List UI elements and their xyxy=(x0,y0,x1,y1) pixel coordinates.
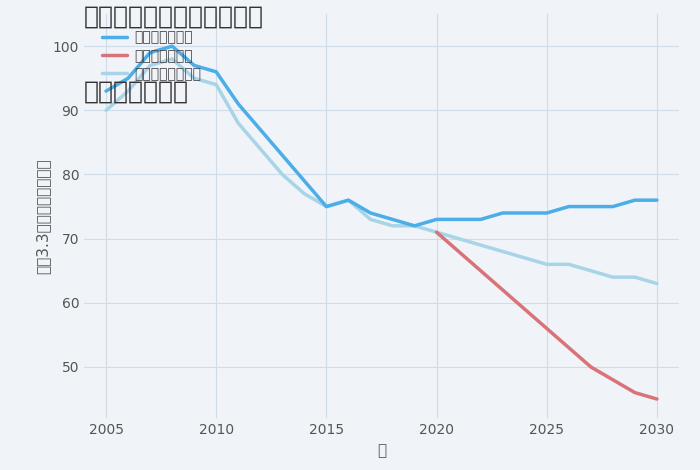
グッドシナリオ xyxy=(609,204,617,210)
ノーマルシナリオ xyxy=(609,274,617,280)
X-axis label: 年: 年 xyxy=(377,443,386,458)
ノーマルシナリオ xyxy=(278,172,286,177)
ノーマルシナリオ xyxy=(234,120,242,126)
ノーマルシナリオ xyxy=(389,223,397,228)
ノーマルシナリオ xyxy=(433,229,441,235)
ノーマルシナリオ xyxy=(653,281,662,286)
ノーマルシナリオ xyxy=(344,197,353,203)
バッドシナリオ xyxy=(433,229,441,235)
バッドシナリオ xyxy=(631,390,639,395)
Text: 土地の価格推移: 土地の価格推移 xyxy=(84,80,189,104)
グッドシナリオ xyxy=(433,217,441,222)
バッドシナリオ xyxy=(653,396,662,402)
Line: グッドシナリオ: グッドシナリオ xyxy=(106,46,657,226)
ノーマルシナリオ xyxy=(454,236,463,242)
グッドシナリオ xyxy=(521,210,529,216)
バッドシナリオ xyxy=(477,268,485,274)
グッドシナリオ xyxy=(366,210,375,216)
グッドシナリオ xyxy=(322,204,330,210)
ノーマルシナリオ xyxy=(190,76,198,81)
グッドシナリオ xyxy=(542,210,551,216)
グッドシナリオ xyxy=(124,76,132,81)
グッドシナリオ xyxy=(477,217,485,222)
グッドシナリオ xyxy=(454,217,463,222)
グッドシナリオ xyxy=(631,197,639,203)
グッドシナリオ xyxy=(410,223,419,228)
Line: バッドシナリオ: バッドシナリオ xyxy=(437,232,657,399)
ノーマルシナリオ xyxy=(565,261,573,267)
ノーマルシナリオ xyxy=(631,274,639,280)
ノーマルシナリオ xyxy=(477,242,485,248)
Line: ノーマルシナリオ: ノーマルシナリオ xyxy=(106,59,657,283)
ノーマルシナリオ xyxy=(124,88,132,94)
ノーマルシナリオ xyxy=(300,191,309,196)
グッドシナリオ xyxy=(300,178,309,184)
ノーマルシナリオ xyxy=(146,63,154,68)
グッドシナリオ xyxy=(234,101,242,107)
バッドシナリオ xyxy=(587,364,595,370)
グッドシナリオ xyxy=(653,197,662,203)
ノーマルシナリオ xyxy=(256,146,265,152)
グッドシナリオ xyxy=(256,127,265,133)
バッドシナリオ xyxy=(542,326,551,331)
バッドシナリオ xyxy=(521,306,529,312)
グッドシナリオ xyxy=(212,69,220,75)
Text: 神奈川県横須賀市平成町の: 神奈川県横須賀市平成町の xyxy=(84,5,264,29)
ノーマルシナリオ xyxy=(212,82,220,87)
グッドシナリオ xyxy=(168,43,176,49)
グッドシナリオ xyxy=(344,197,353,203)
グッドシナリオ xyxy=(389,217,397,222)
Y-axis label: 坪（3.3㎡）単価（万円）: 坪（3.3㎡）単価（万円） xyxy=(35,158,50,274)
Legend: グッドシナリオ, バッドシナリオ, ノーマルシナリオ: グッドシナリオ, バッドシナリオ, ノーマルシナリオ xyxy=(97,25,207,86)
バッドシナリオ xyxy=(454,249,463,254)
ノーマルシナリオ xyxy=(410,223,419,228)
ノーマルシナリオ xyxy=(168,56,176,62)
ノーマルシナリオ xyxy=(102,108,110,113)
バッドシナリオ xyxy=(565,345,573,351)
ノーマルシナリオ xyxy=(587,268,595,274)
グッドシナリオ xyxy=(146,50,154,55)
グッドシナリオ xyxy=(102,88,110,94)
バッドシナリオ xyxy=(609,377,617,383)
グッドシナリオ xyxy=(278,152,286,158)
ノーマルシナリオ xyxy=(542,261,551,267)
ノーマルシナリオ xyxy=(521,255,529,261)
ノーマルシナリオ xyxy=(366,217,375,222)
ノーマルシナリオ xyxy=(322,204,330,210)
グッドシナリオ xyxy=(190,63,198,68)
グッドシナリオ xyxy=(498,210,507,216)
バッドシナリオ xyxy=(498,287,507,293)
ノーマルシナリオ xyxy=(498,249,507,254)
グッドシナリオ xyxy=(587,204,595,210)
グッドシナリオ xyxy=(565,204,573,210)
